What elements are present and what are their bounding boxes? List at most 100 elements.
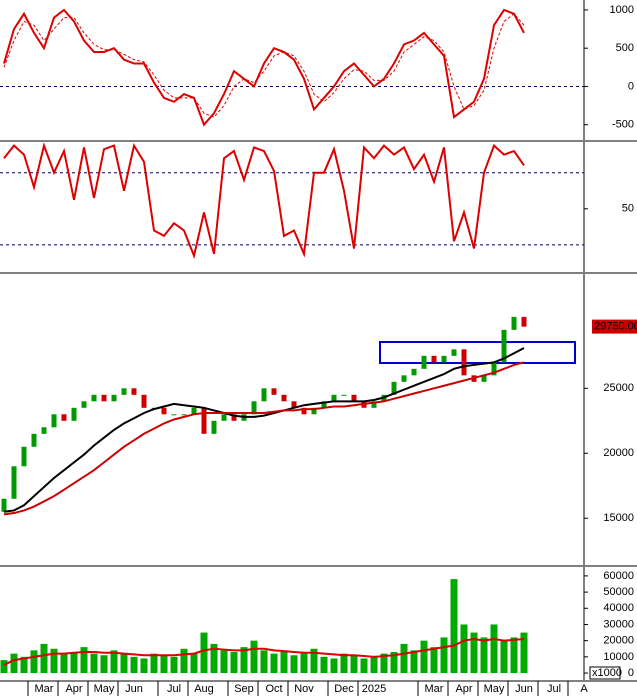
volume-bar xyxy=(210,643,218,674)
y-tick-label: 0 xyxy=(628,80,634,92)
volume-bar xyxy=(470,632,478,674)
candle-body xyxy=(321,401,327,408)
volume-bar xyxy=(520,632,528,674)
x-tick-label: May xyxy=(94,683,115,695)
volume-bar xyxy=(510,637,518,674)
candle-body xyxy=(261,388,267,402)
y-tick-label: 0 xyxy=(628,667,634,679)
candle-body xyxy=(81,401,87,408)
series-line xyxy=(3,361,525,516)
unit-label: x1000 xyxy=(592,667,622,679)
candle-body xyxy=(201,407,207,434)
volume-bar xyxy=(380,653,388,674)
candle-body xyxy=(401,375,407,382)
volume-bar xyxy=(270,653,278,674)
volume-bar xyxy=(130,656,138,674)
x-tick-label: Mar xyxy=(425,683,444,695)
candle-body xyxy=(511,316,517,330)
volume-bar xyxy=(50,648,58,674)
volume-bar xyxy=(100,655,108,674)
candle-body xyxy=(71,407,77,421)
volume-bar xyxy=(20,656,28,674)
candle-body xyxy=(341,394,347,396)
volume-bar xyxy=(390,651,398,674)
x-tick-label: Sep xyxy=(234,683,254,695)
candle-body xyxy=(161,407,167,415)
volume-bar xyxy=(150,653,158,674)
volume-bar xyxy=(60,653,68,674)
candle-body xyxy=(21,446,27,467)
candle-body xyxy=(331,394,337,402)
candle-body xyxy=(131,388,137,395)
y-tick-label: 40000 xyxy=(603,602,634,614)
volume-bar xyxy=(460,624,468,674)
volume-bar xyxy=(500,640,508,674)
x-tick-label: Dec xyxy=(334,683,354,695)
last-price-box xyxy=(592,319,637,334)
candle-body xyxy=(41,427,47,434)
candle-body xyxy=(441,355,447,363)
volume-bar xyxy=(400,643,408,674)
x-tick-label: Apr xyxy=(65,683,82,695)
x-tick-label: Jul xyxy=(167,683,181,695)
x-tick-label: Apr xyxy=(455,683,472,695)
y-tick-label: 30000 xyxy=(603,618,634,630)
candle-body xyxy=(251,401,257,415)
candle-body xyxy=(271,388,277,395)
volume-bar xyxy=(120,653,128,674)
y-tick-label: 1000 xyxy=(610,4,634,16)
volume-bar xyxy=(10,653,18,674)
y-tick-label: 15000 xyxy=(603,512,634,524)
candle-body xyxy=(31,433,37,447)
x-tick-label: Nov xyxy=(294,683,314,695)
volume-bar xyxy=(450,579,458,674)
volume-bar xyxy=(220,650,228,674)
x-tick-label: Jul xyxy=(547,683,561,695)
volume-bar xyxy=(240,647,248,674)
volume-bar xyxy=(260,650,268,674)
volume-bar xyxy=(490,624,498,674)
volume-bar xyxy=(340,653,348,674)
candle-body xyxy=(431,355,437,363)
candle-body xyxy=(221,414,227,421)
volume-bar xyxy=(30,650,38,674)
candle-body xyxy=(121,388,127,395)
series-line xyxy=(3,142,525,260)
candle-body xyxy=(501,329,507,363)
series-line xyxy=(3,347,525,513)
candle-body xyxy=(481,375,487,382)
highlight-box xyxy=(379,341,576,364)
candle-body xyxy=(461,349,467,376)
volume-bar xyxy=(90,653,98,674)
candle-body xyxy=(181,414,187,416)
volume-bar xyxy=(80,647,88,674)
candle-body xyxy=(451,349,457,356)
volume-bar xyxy=(40,643,48,674)
volume-bar xyxy=(190,653,198,674)
volume-bar xyxy=(420,640,428,674)
candle-body xyxy=(371,401,377,408)
volume-bar xyxy=(300,653,308,674)
y-tick-label: -500 xyxy=(612,119,634,131)
candle-body xyxy=(421,355,427,369)
candle-body xyxy=(211,420,217,434)
candle-body xyxy=(61,414,67,421)
volume-bar xyxy=(410,650,418,674)
candle-body xyxy=(491,362,497,376)
y-tick-label: 50000 xyxy=(603,586,634,598)
candle-body xyxy=(311,407,317,415)
volume-bar xyxy=(180,648,188,674)
volume-bar xyxy=(140,658,148,674)
volume-bar xyxy=(200,632,208,674)
candle-body xyxy=(351,394,357,402)
volume-bar xyxy=(230,651,238,674)
volume-bar xyxy=(160,655,168,674)
candle-body xyxy=(11,466,17,499)
volume-bar xyxy=(370,656,378,674)
x-tick-label: A xyxy=(580,683,588,695)
candle-body xyxy=(1,498,7,512)
x-tick-label: Mar xyxy=(35,683,54,695)
candle-body xyxy=(281,394,287,402)
candle-body xyxy=(301,407,307,415)
